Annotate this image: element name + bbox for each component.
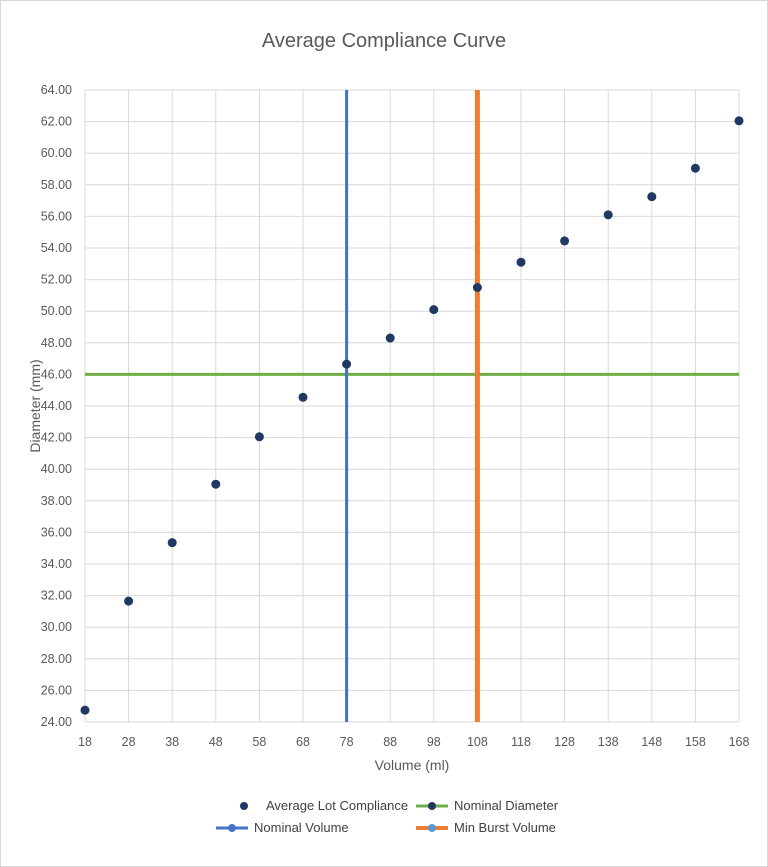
data-point bbox=[734, 116, 744, 126]
x-tick-label: 88 bbox=[383, 735, 397, 749]
y-tick-label: 50.00 bbox=[41, 304, 72, 318]
y-tick-label: 62.00 bbox=[41, 115, 72, 129]
x-tick-label: 78 bbox=[340, 735, 354, 749]
x-tick-label: 108 bbox=[467, 735, 488, 749]
x-tick-label: 28 bbox=[122, 735, 136, 749]
legend-item: Average Lot Compliance bbox=[226, 798, 408, 813]
y-tick-label: 30.00 bbox=[41, 620, 72, 634]
y-tick-label: 64.00 bbox=[41, 83, 72, 97]
x-tick-label: 38 bbox=[165, 735, 179, 749]
legend-label: Nominal Diameter bbox=[454, 798, 559, 813]
data-point bbox=[342, 359, 352, 369]
legend-marker bbox=[428, 801, 436, 810]
legend-item: Nominal Volume bbox=[214, 820, 349, 835]
y-tick-label: 48.00 bbox=[41, 336, 72, 350]
legend-marker bbox=[240, 801, 248, 810]
data-point bbox=[254, 432, 264, 442]
y-tick-label: 46.00 bbox=[41, 367, 72, 381]
legend-swatch bbox=[240, 801, 248, 810]
data-point bbox=[603, 210, 613, 220]
x-tick-label: 148 bbox=[641, 735, 662, 749]
x-tick-label: 128 bbox=[554, 735, 575, 749]
y-tick-label: 34.00 bbox=[41, 557, 72, 571]
x-axis-title: Volume (ml) bbox=[375, 757, 450, 773]
x-tick-label: 98 bbox=[427, 735, 441, 749]
data-point bbox=[560, 236, 570, 246]
y-tick-label: 32.00 bbox=[41, 589, 72, 603]
x-tick-label: 168 bbox=[729, 735, 750, 749]
x-tick-label: 118 bbox=[511, 735, 531, 749]
data-point bbox=[516, 257, 526, 267]
legend-label: Min Burst Volume bbox=[454, 820, 556, 835]
x-tick-label: 138 bbox=[598, 735, 619, 749]
y-tick-label: 54.00 bbox=[41, 241, 72, 255]
data-point bbox=[429, 305, 439, 315]
y-tick-label: 44.00 bbox=[41, 399, 72, 413]
data-point bbox=[298, 392, 308, 402]
x-tick-label: 48 bbox=[209, 735, 223, 749]
legend-item: Min Burst Volume bbox=[414, 820, 556, 835]
data-point bbox=[690, 163, 700, 173]
y-tick-label: 28.00 bbox=[41, 652, 72, 666]
y-tick-label: 38.00 bbox=[41, 494, 72, 508]
legend-swatch bbox=[216, 823, 248, 832]
x-tick-label: 18 bbox=[78, 735, 92, 749]
x-tick-label: 158 bbox=[685, 735, 706, 749]
legend-marker bbox=[428, 823, 436, 832]
y-tick-label: 42.00 bbox=[41, 431, 72, 445]
x-tick-label: 68 bbox=[296, 735, 310, 749]
legend-swatch bbox=[416, 801, 448, 810]
data-point bbox=[167, 538, 177, 548]
legend-marker bbox=[228, 823, 236, 832]
y-tick-label: 36.00 bbox=[41, 525, 72, 539]
y-tick-label: 26.00 bbox=[41, 683, 72, 697]
y-axis-title: Diameter (mm) bbox=[27, 359, 43, 452]
chart-title: Average Compliance Curve bbox=[261, 30, 507, 52]
y-tick-label: 56.00 bbox=[41, 209, 72, 223]
y-tick-label: 60.00 bbox=[41, 146, 72, 160]
y-tick-label: 58.00 bbox=[41, 178, 72, 192]
legend-label: Nominal Volume bbox=[254, 820, 349, 835]
data-point bbox=[124, 596, 134, 606]
data-point bbox=[385, 333, 395, 343]
y-tick-label: 24.00 bbox=[41, 715, 72, 729]
y-tick-label: 40.00 bbox=[41, 462, 72, 476]
chart-legend: Average Lot Compliance Nominal Diameter No… bbox=[0, 798, 768, 842]
data-point bbox=[647, 192, 657, 202]
data-point bbox=[472, 283, 482, 292]
data-point bbox=[211, 479, 221, 489]
legend-swatch bbox=[416, 823, 448, 832]
legend-item: Nominal Diameter bbox=[414, 798, 558, 813]
y-tick-label: 52.00 bbox=[41, 273, 72, 287]
legend-label: Average Lot Compliance bbox=[266, 798, 409, 813]
data-point bbox=[80, 705, 90, 715]
x-tick-label: 58 bbox=[252, 735, 266, 749]
